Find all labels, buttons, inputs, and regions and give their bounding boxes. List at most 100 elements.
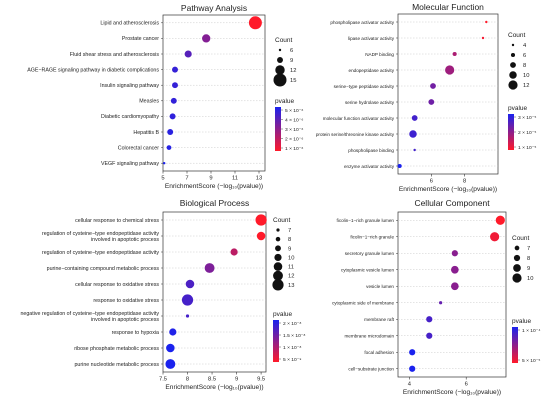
data-point — [481, 36, 485, 40]
x-axis-label: EnrichmentScore (−log₁₀(pvalue)) — [165, 183, 263, 190]
data-point — [451, 250, 458, 257]
size-legend-label: 9 — [527, 266, 530, 272]
category-label: Measles — [139, 99, 159, 105]
category-label: serine hydrolase activity — [345, 100, 395, 105]
x-tick-label: 9.5 — [257, 377, 265, 383]
color-legend-label: 3 × 10⁻⁶ — [285, 127, 303, 133]
category-label: Lipid and atherosclerosis — [100, 21, 159, 27]
data-point — [445, 65, 455, 75]
plot-frame — [162, 211, 267, 373]
data-point — [485, 20, 488, 24]
category-label: membrane raft — [364, 317, 395, 322]
size-legend-dot — [274, 253, 282, 262]
data-point — [255, 214, 267, 226]
size-legend-label: 12 — [290, 68, 296, 74]
x-tick-label: 13 — [256, 176, 262, 182]
x-axis-label: EnrichmentScore (−log₁₀(pvalue)) — [399, 186, 497, 193]
size-legend-dot — [272, 279, 284, 291]
size-legend-dot — [275, 236, 281, 242]
colorbar — [273, 320, 279, 362]
data-point — [163, 162, 166, 165]
size-legend-dot — [273, 262, 283, 271]
category-label: regulation of cysteine−type endopeptidas… — [42, 250, 159, 256]
size-legend-label: 4 — [523, 43, 527, 49]
category-label: endopeptidase activity — [349, 68, 395, 73]
color-legend-label: 5 × 10⁻⁹ — [283, 357, 301, 363]
category-label: serine−type peptidase activity — [334, 84, 395, 89]
data-point — [169, 113, 176, 120]
plot-frame — [397, 211, 507, 378]
color-legend-title: pvalue — [273, 311, 293, 318]
plot-frame — [162, 14, 266, 172]
color-legend-title: pvalue — [512, 318, 532, 325]
data-point — [397, 163, 402, 169]
category-label: cell−substrate junction — [348, 367, 394, 372]
data-point — [411, 115, 418, 121]
category-label: cytoplasmic side of membrane — [332, 301, 394, 306]
data-point — [166, 145, 172, 150]
size-legend-label: 10 — [527, 276, 533, 282]
color-legend-label: 5 × 10⁻⁶ — [285, 108, 303, 114]
size-legend-dot — [511, 43, 515, 47]
category-label: response to oxidative stress — [93, 298, 159, 304]
category-label-line: regulation of cysteine−type endopeptidas… — [42, 231, 159, 237]
category-label: lipase activator activity — [348, 36, 395, 41]
x-tick-label: 5 — [161, 176, 164, 182]
panel-title: Biological Process — [180, 198, 249, 208]
data-point — [184, 50, 192, 58]
size-legend-label: 7 — [527, 246, 530, 252]
data-point — [181, 294, 194, 306]
size-legend-label: 12 — [523, 83, 529, 89]
size-legend-dot — [276, 228, 280, 232]
data-point — [202, 34, 211, 43]
category-label: Diabetic cardiomyopathy — [101, 114, 159, 120]
size-legend-dot — [513, 264, 521, 272]
size-legend-dot — [275, 245, 281, 252]
color-legend-label: 2 × 10⁻⁶ — [285, 136, 303, 142]
colorbar — [275, 107, 281, 151]
category-label: Colorectal cancer — [118, 145, 159, 151]
data-point — [450, 265, 459, 274]
panel-title: Cellular Component — [414, 198, 490, 208]
size-legend-label: 15 — [290, 78, 296, 84]
size-legend-label: 9 — [290, 58, 293, 64]
x-tick-label: 8 — [186, 377, 189, 383]
size-legend-dot — [273, 270, 283, 281]
size-legend-dot — [514, 245, 520, 251]
category-label-line: involved in apoptotic process — [91, 317, 159, 323]
size-legend-label: 12 — [288, 274, 294, 280]
category-label: regulation of cysteine−type endopeptidas… — [42, 231, 159, 243]
panel-title: Molecular Function — [412, 2, 484, 12]
x-tick-label: 8 — [463, 179, 466, 185]
panel-title: Pathway Analysis — [181, 3, 247, 13]
panel-2: Biological Process 7.5 8 8.5 9 9.5EnrichmentS… — [20, 198, 305, 391]
color-legend-label: 5 × 10⁻⁵ — [522, 358, 540, 364]
size-legend-label: 8 — [527, 256, 530, 262]
category-label: AGE−RAGE signaling pathway in diabetic c… — [27, 67, 159, 73]
data-point — [172, 82, 178, 89]
data-point — [167, 129, 174, 135]
category-label: molecular function activator activity — [323, 116, 395, 121]
category-label: ribose phosphate metabolic process — [74, 346, 159, 352]
size-legend-label: 13 — [288, 283, 294, 289]
data-point — [450, 282, 459, 291]
color-legend-label: 1 × 10⁻⁵ — [518, 145, 536, 151]
size-legend-dot — [510, 52, 516, 58]
colorbar — [512, 327, 518, 363]
category-label: cytoplasmic vesicle lumen — [341, 268, 395, 273]
size-legend-title: Count — [273, 217, 291, 224]
size-legend-label: 10 — [523, 73, 529, 79]
category-label: VEGF signaling pathway — [101, 161, 159, 167]
plot-frame — [397, 13, 499, 175]
category-label: cellular response to oxidative stress — [75, 282, 159, 288]
x-tick-label: 9 — [209, 176, 212, 182]
category-label: Prostate cancer — [122, 36, 159, 42]
size-legend-dot — [273, 73, 287, 87]
category-label: response to hypoxia — [112, 330, 159, 336]
data-point — [185, 314, 190, 318]
category-label: Fluid shear stress and atherosclerosis — [70, 52, 160, 58]
category-label: protein serine/threonine kinase activity — [316, 132, 395, 137]
size-legend-title: Count — [275, 37, 293, 44]
